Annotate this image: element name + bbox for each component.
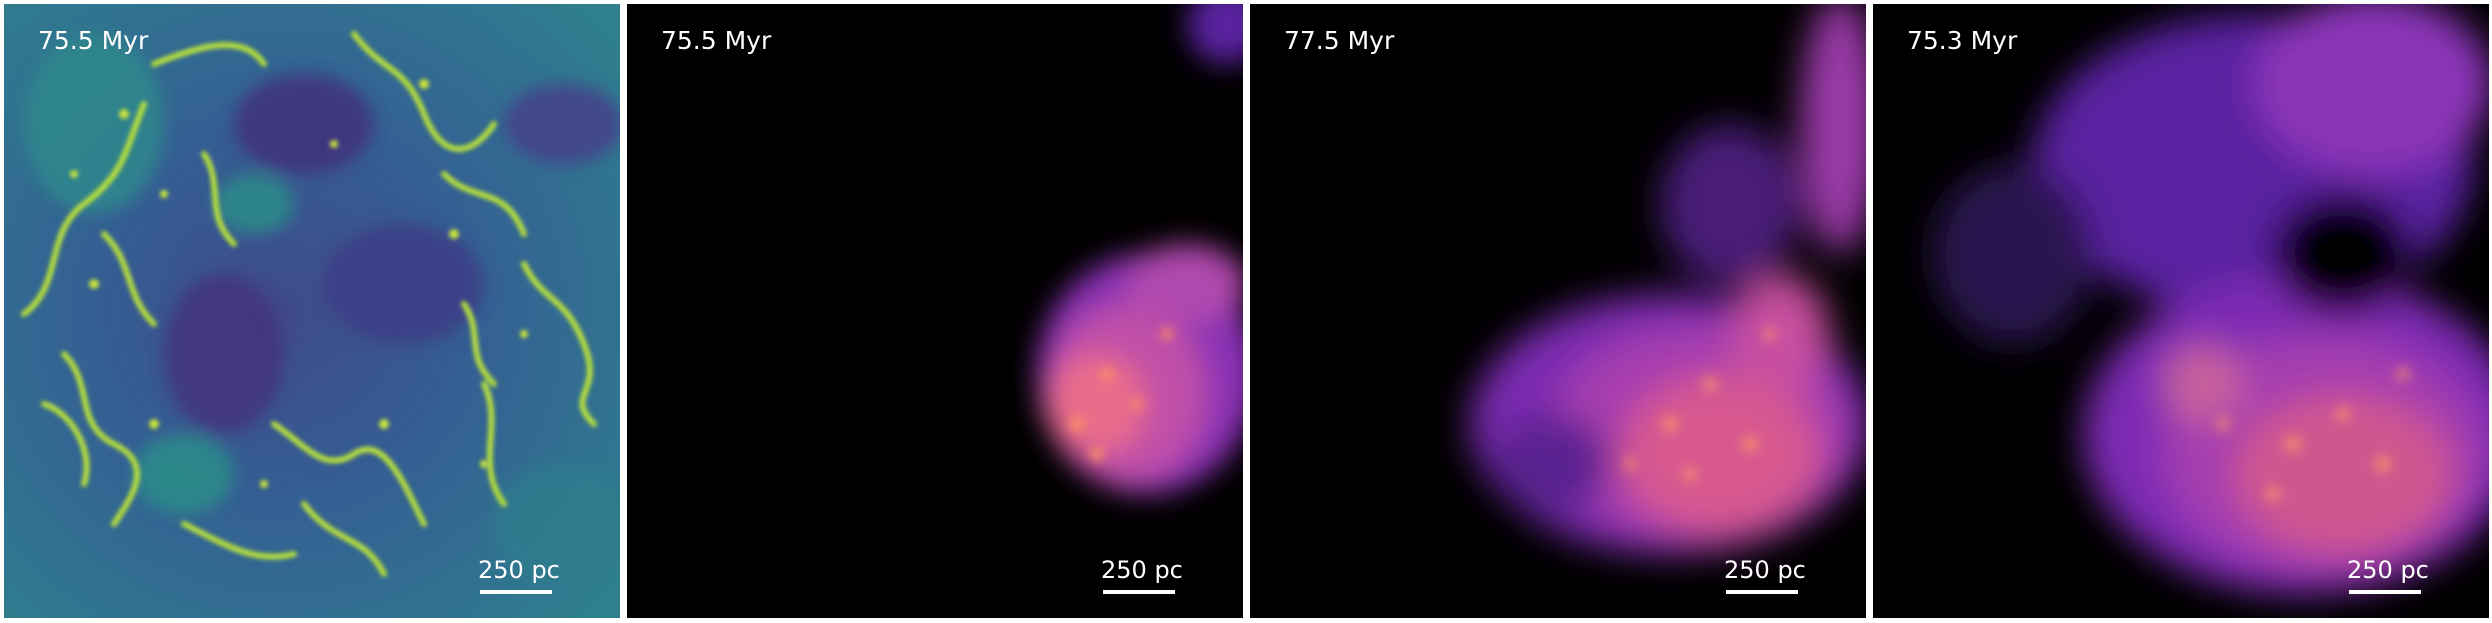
scale-bar bbox=[1726, 590, 1798, 594]
panel-emission-2: 77.5 Myr 250 pc bbox=[1250, 4, 1866, 618]
scale-bar-label: 250 pc bbox=[478, 556, 560, 584]
time-label: 77.5 Myr bbox=[1284, 26, 1395, 55]
scale-bar-label: 250 pc bbox=[1101, 556, 1183, 584]
panel-emission-3: 75.3 Myr 250 pc bbox=[1873, 4, 2489, 618]
density-map-image bbox=[4, 4, 620, 618]
emission-map-image bbox=[627, 4, 1243, 618]
scale-bar-label: 250 pc bbox=[1724, 556, 1806, 584]
scale-bar-label: 250 pc bbox=[2347, 556, 2429, 584]
scale-bar bbox=[1103, 590, 1175, 594]
panel-density: 75.5 Myr 250 pc bbox=[4, 4, 620, 618]
panel-emission-1: 75.5 Myr 250 pc bbox=[627, 4, 1243, 618]
emission-map-image bbox=[1873, 4, 2489, 618]
time-label: 75.5 Myr bbox=[38, 26, 149, 55]
scale-bar bbox=[480, 590, 552, 594]
time-label: 75.3 Myr bbox=[1907, 26, 2018, 55]
scale-bar bbox=[2349, 590, 2421, 594]
emission-map-image bbox=[1250, 4, 1866, 618]
time-label: 75.5 Myr bbox=[661, 26, 772, 55]
